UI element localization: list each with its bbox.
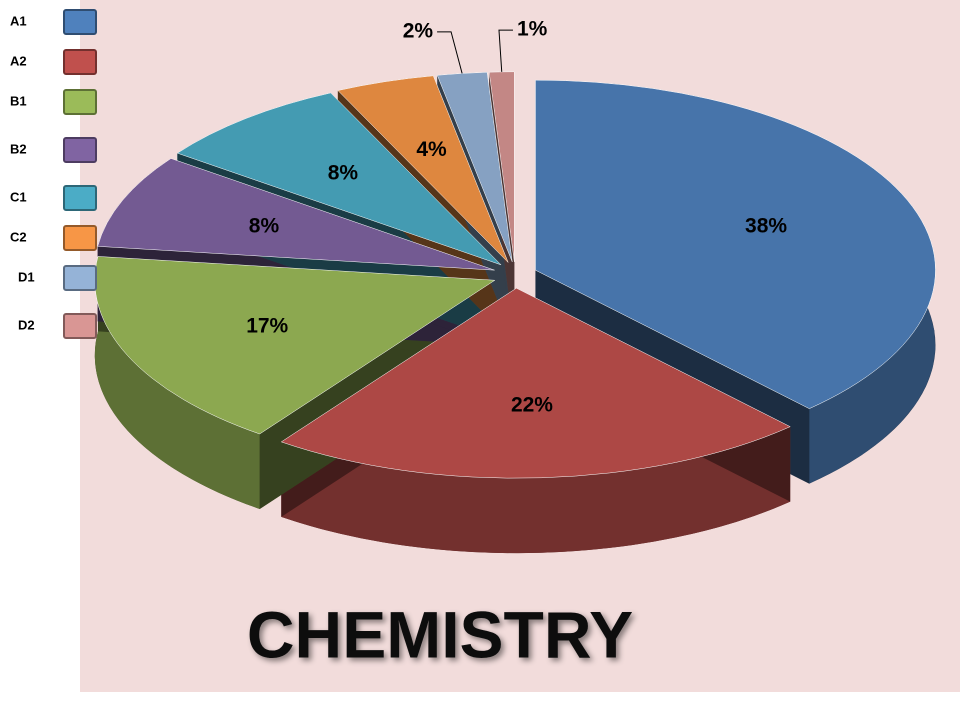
leader-line <box>437 31 463 74</box>
legend-label: D1 <box>18 269 35 284</box>
legend-label: A2 <box>10 53 27 68</box>
legend-label: D2 <box>18 317 35 332</box>
data-label: 38% <box>745 214 787 237</box>
legend-label: C2 <box>10 229 27 244</box>
pie <box>94 71 936 554</box>
data-label: 8% <box>249 214 280 237</box>
legend-swatch <box>63 265 97 291</box>
legend-swatch <box>63 225 97 251</box>
data-labels: 38% 22% 17% 8% 8% 4% 2% 1% <box>246 18 787 417</box>
slice <box>337 75 509 263</box>
legend-label: A1 <box>10 13 27 28</box>
data-label: 4% <box>416 138 447 161</box>
leader-line <box>498 29 513 72</box>
chart-title: CHEMISTRY <box>247 597 633 671</box>
data-label: 8% <box>328 162 359 185</box>
legend-swatch <box>63 185 97 211</box>
legend: A1 A2 B1 B2 C1 C2 D1 D2 <box>10 9 97 339</box>
data-label: 22% <box>511 393 553 416</box>
legend-swatch <box>63 313 97 339</box>
legend-label: C1 <box>10 189 27 204</box>
slice <box>535 79 936 409</box>
legend-swatch <box>63 137 97 163</box>
slice <box>280 287 791 479</box>
data-label: 2% <box>403 19 434 42</box>
slice <box>97 158 495 271</box>
slice-wall <box>281 426 791 554</box>
legend-label: B2 <box>10 141 27 156</box>
slice <box>176 92 502 266</box>
slice-wall <box>94 256 260 509</box>
data-label: 17% <box>246 315 288 338</box>
legend-swatch <box>63 9 97 35</box>
legend-label: B1 <box>10 93 27 108</box>
legend-swatch <box>63 89 97 115</box>
data-label: 1% <box>517 18 548 41</box>
legend-swatch <box>63 49 97 75</box>
